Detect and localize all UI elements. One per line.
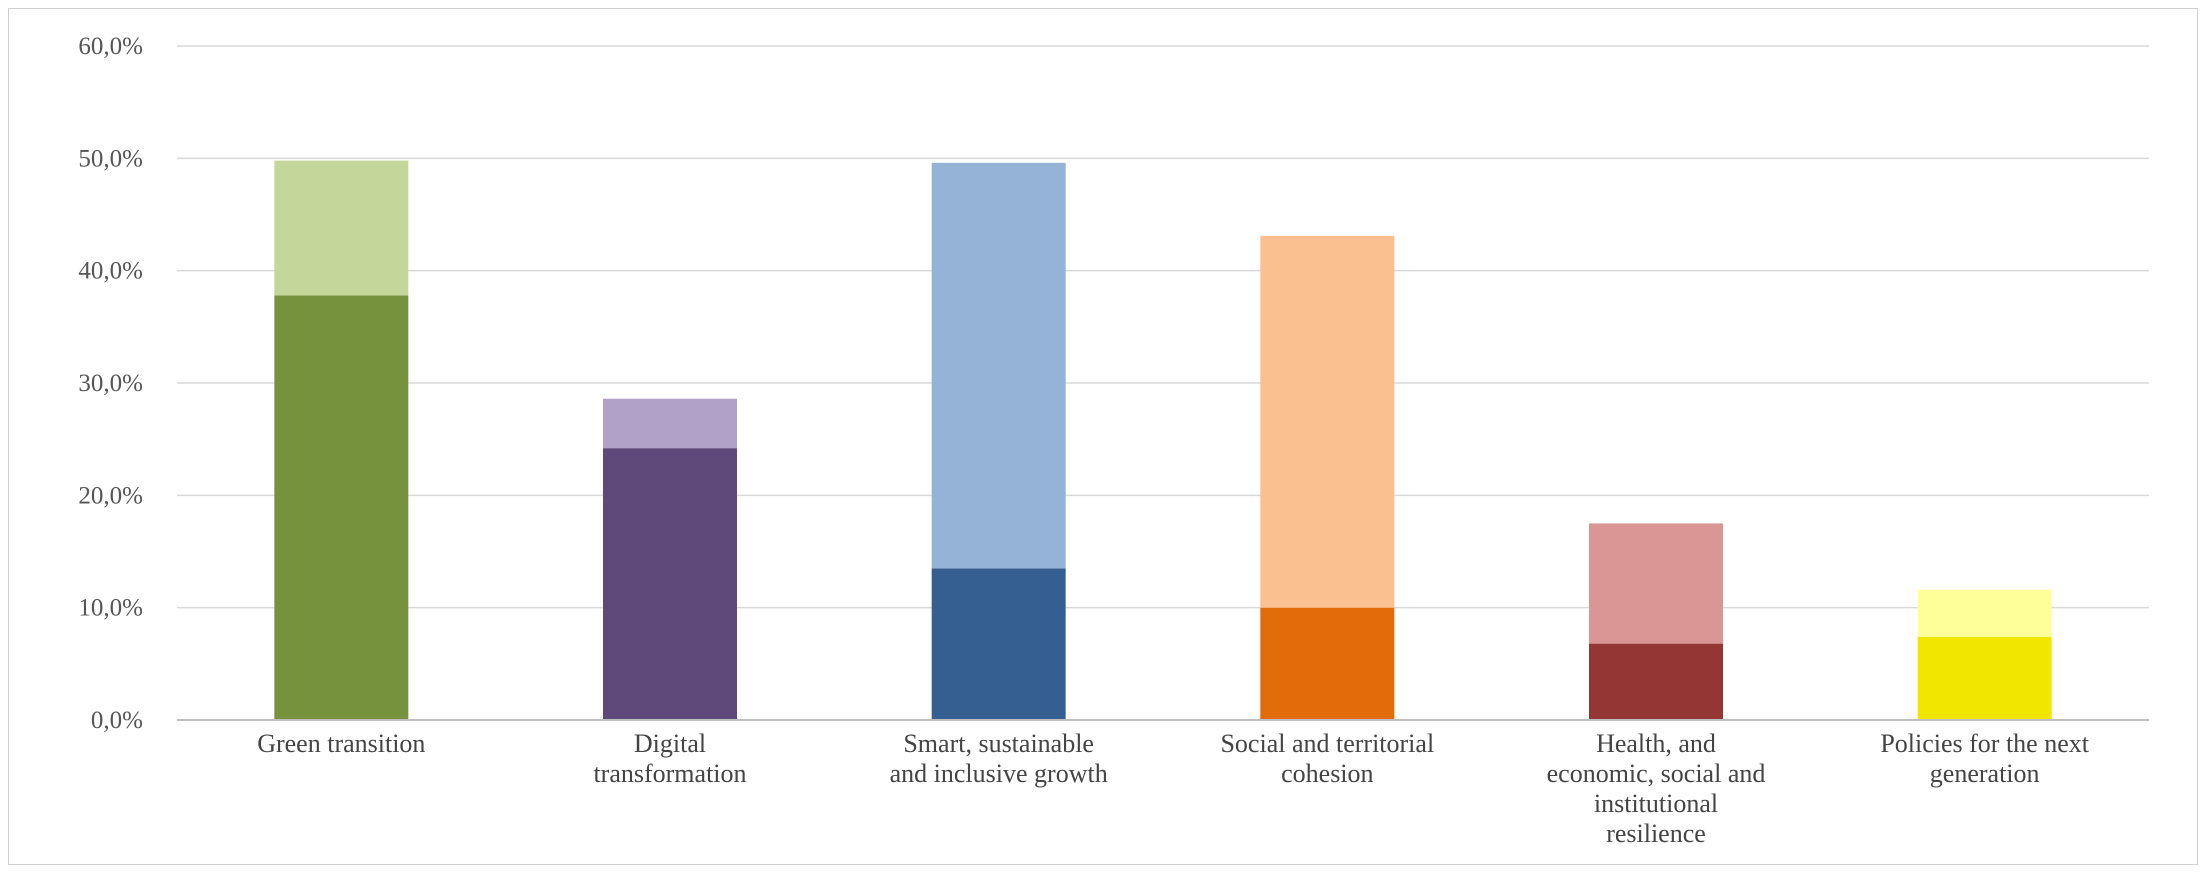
- bar-segment: [1260, 607, 1395, 720]
- y-tick-label: 40,0%: [78, 258, 143, 285]
- x-category-label: Policies for the next: [1880, 729, 2089, 758]
- bars: [274, 160, 2052, 720]
- y-tick-label: 10,0%: [78, 595, 143, 622]
- bar-segment: [1917, 589, 2052, 637]
- stacked-bar-chart: 0,0% 10,0% 20,0% 30,0% 40,0% 50,0% 60,0% Green…: [78, 33, 2149, 848]
- y-tick-label: 0,0%: [91, 707, 143, 734]
- x-category-label: resilience: [1606, 819, 1706, 848]
- bar-segment: [603, 448, 737, 720]
- x-category-label: Digital: [634, 729, 706, 758]
- bar-segment: [1589, 643, 1723, 720]
- bar-segment: [1917, 636, 2052, 720]
- y-tick-label: 60,0%: [78, 33, 143, 60]
- bar-segment: [1589, 523, 1723, 644]
- y-tick-label: 50,0%: [78, 145, 143, 172]
- x-category-label: transformation: [593, 759, 746, 788]
- bar-segment: [603, 398, 737, 449]
- y-tick-label: 30,0%: [78, 370, 143, 397]
- y-axis-ticks: 0,0% 10,0% 20,0% 30,0% 40,0% 50,0% 60,0%: [78, 33, 143, 734]
- bar-segment: [931, 568, 1066, 720]
- x-category-label: economic, social and: [1547, 759, 1766, 788]
- gridlines: [177, 45, 2149, 609]
- x-category-label: institutional: [1594, 789, 1718, 818]
- y-tick-label: 20,0%: [78, 482, 143, 509]
- x-category-label: Green transition: [257, 729, 425, 758]
- bar-segment: [931, 162, 1066, 569]
- chart-frame: 0,0% 10,0% 20,0% 30,0% 40,0% 50,0% 60,0% Green…: [8, 8, 2198, 865]
- bar-segment: [274, 160, 409, 296]
- bar-segment: [1260, 235, 1395, 608]
- x-category-label: generation: [1930, 759, 2040, 788]
- x-category-label: and inclusive growth: [890, 759, 1108, 788]
- bar-segment: [274, 295, 409, 720]
- x-category-label: Smart, sustainable: [903, 729, 1094, 758]
- x-category-label: Social and territorial: [1220, 729, 1434, 758]
- x-category-label: cohesion: [1281, 759, 1373, 788]
- x-category-label: Health, and: [1596, 729, 1716, 758]
